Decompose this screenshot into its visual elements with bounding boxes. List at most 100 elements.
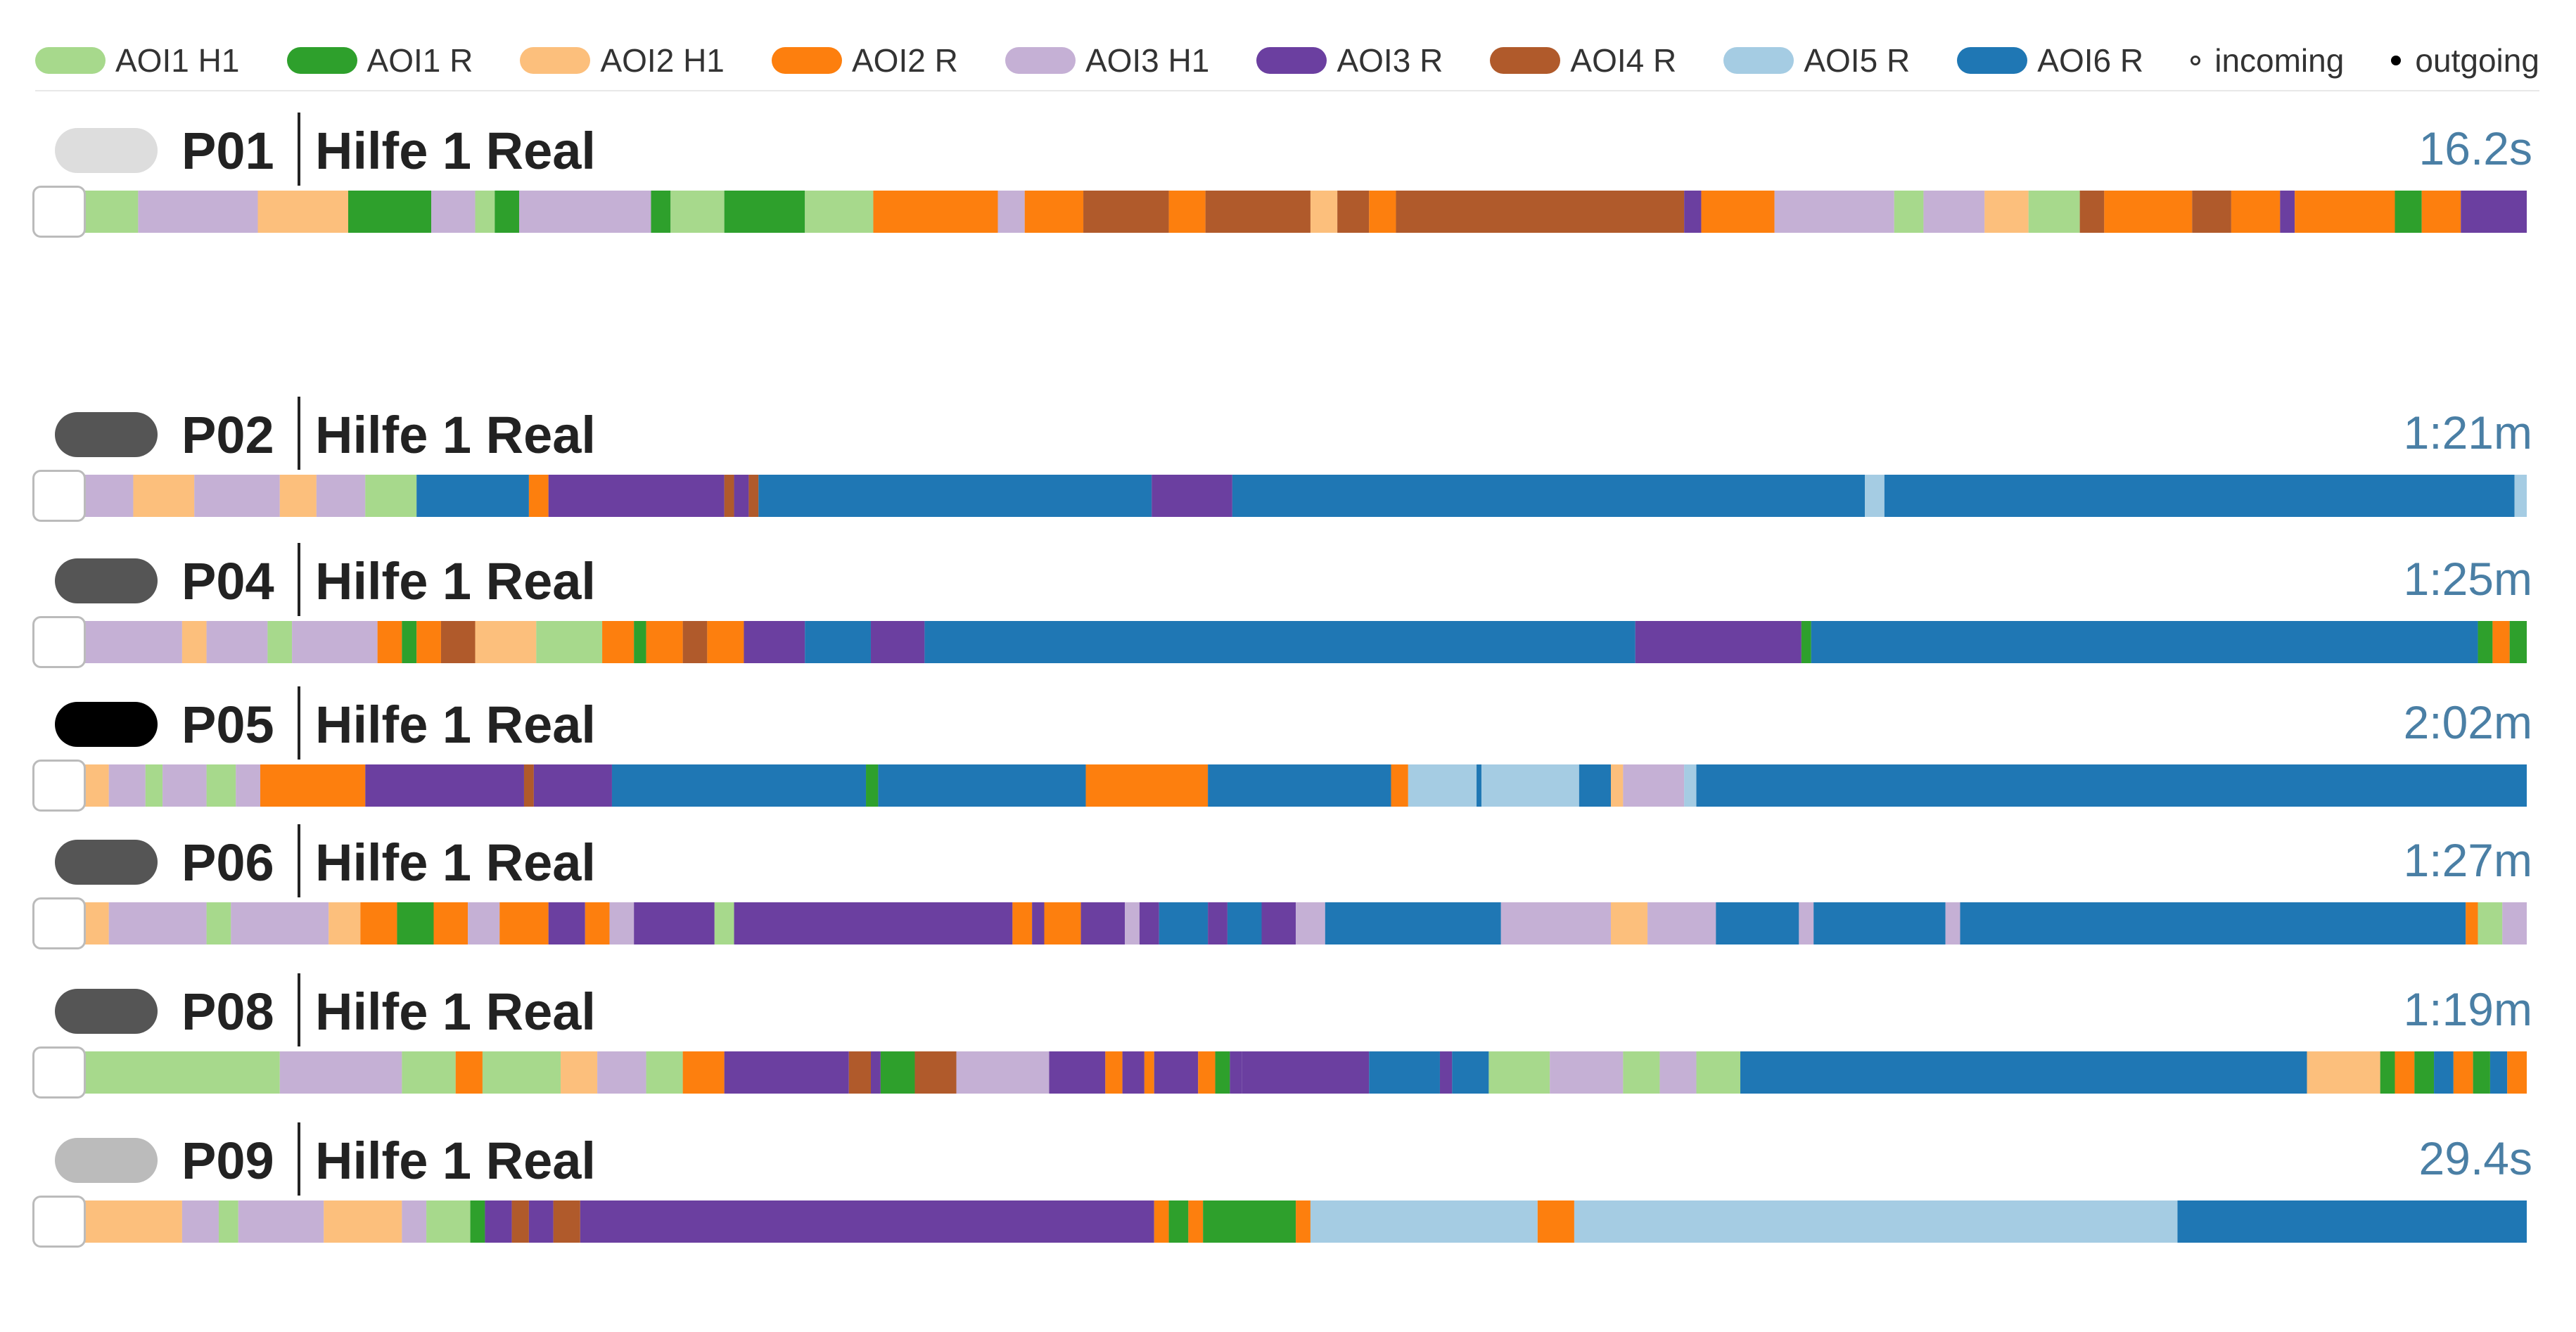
fixation-segment[interactable] bbox=[1391, 764, 1408, 807]
legend-item-aoi3-h1[interactable]: AOI3 H1 bbox=[1005, 41, 1209, 79]
fixation-segment[interactable] bbox=[1227, 902, 1262, 944]
scarf-track[interactable] bbox=[84, 475, 2527, 517]
fixation-segment[interactable] bbox=[2028, 191, 2080, 233]
fixation-segment[interactable] bbox=[1701, 191, 1775, 233]
fixation-segment[interactable] bbox=[707, 621, 744, 663]
fixation-segment[interactable] bbox=[1369, 1051, 1440, 1094]
fixation-segment[interactable] bbox=[416, 621, 441, 663]
fixation-segment[interactable] bbox=[870, 621, 925, 663]
fixation-segment[interactable] bbox=[914, 1051, 957, 1094]
fixation-segment[interactable] bbox=[2492, 621, 2510, 663]
fixation-segment[interactable] bbox=[292, 621, 378, 663]
fixation-segment[interactable] bbox=[873, 191, 998, 233]
fixation-segment[interactable] bbox=[724, 191, 805, 233]
fixation-segment[interactable] bbox=[475, 621, 537, 663]
fixation-segment[interactable] bbox=[431, 191, 476, 233]
fixation-segment[interactable] bbox=[365, 764, 524, 807]
timeline-row-p04[interactable]: P04 Hilfe 1 Real 1:25m bbox=[0, 540, 2576, 695]
legend-item-aoi3-r[interactable]: AOI3 R bbox=[1256, 41, 1443, 79]
fixation-segment[interactable] bbox=[597, 1051, 646, 1094]
legend-item-aoi6-r[interactable]: AOI6 R bbox=[1957, 41, 2143, 79]
scarf-track[interactable] bbox=[84, 1051, 2527, 1094]
fixation-segment[interactable] bbox=[1647, 902, 1716, 944]
fixation-segment[interactable] bbox=[2421, 191, 2461, 233]
fixation-segment[interactable] bbox=[1139, 902, 1159, 944]
fixation-segment[interactable] bbox=[1154, 1200, 1169, 1243]
fixation-segment[interactable] bbox=[585, 902, 610, 944]
fixation-segment[interactable] bbox=[260, 764, 366, 807]
fixation-segment[interactable] bbox=[1024, 191, 1084, 233]
fixation-segment[interactable] bbox=[1188, 1200, 1204, 1243]
fixation-segment[interactable] bbox=[523, 764, 534, 807]
fixation-segment[interactable] bbox=[1105, 1051, 1123, 1094]
fixation-segment[interactable] bbox=[468, 902, 500, 944]
fixation-segment[interactable] bbox=[426, 1200, 471, 1243]
scarf-track[interactable] bbox=[84, 764, 2527, 807]
fixation-segment[interactable] bbox=[533, 764, 612, 807]
fixation-segment[interactable] bbox=[2395, 191, 2422, 233]
fixation-segment[interactable] bbox=[2502, 902, 2527, 944]
fixation-segment[interactable] bbox=[475, 191, 495, 233]
fixation-segment[interactable] bbox=[2507, 1051, 2527, 1094]
fixation-segment[interactable] bbox=[84, 902, 109, 944]
legend-item-incoming[interactable]: incoming bbox=[2191, 41, 2344, 79]
fixation-segment[interactable] bbox=[2453, 1051, 2473, 1094]
fixation-segment[interactable] bbox=[2434, 1051, 2454, 1094]
fixation-segment[interactable] bbox=[108, 764, 146, 807]
fixation-segment[interactable] bbox=[1205, 191, 1311, 233]
fixation-segment[interactable] bbox=[1481, 764, 1579, 807]
fixation-segment[interactable] bbox=[1894, 191, 1924, 233]
fixation-segment[interactable] bbox=[1574, 1200, 2178, 1243]
fixation-segment[interactable] bbox=[108, 902, 207, 944]
fixation-segment[interactable] bbox=[634, 621, 646, 663]
fixation-segment[interactable] bbox=[1296, 902, 1325, 944]
fixation-segment[interactable] bbox=[536, 621, 603, 663]
fixation-segment[interactable] bbox=[1296, 1200, 1311, 1243]
fixation-segment[interactable] bbox=[470, 1200, 485, 1243]
fixation-segment[interactable] bbox=[1085, 764, 1209, 807]
fixation-segment[interactable] bbox=[1488, 1051, 1550, 1094]
fixation-segment[interactable] bbox=[416, 475, 529, 517]
row-select-checkbox[interactable] bbox=[32, 1196, 86, 1248]
fixation-segment[interactable] bbox=[279, 1051, 402, 1094]
fixation-segment[interactable] bbox=[1408, 764, 1477, 807]
fixation-segment[interactable] bbox=[1774, 191, 1894, 233]
fixation-segment[interactable] bbox=[866, 764, 879, 807]
fixation-segment[interactable] bbox=[1439, 1051, 1453, 1094]
fixation-segment[interactable] bbox=[734, 902, 1013, 944]
row-select-checkbox[interactable] bbox=[32, 616, 86, 668]
fixation-segment[interactable] bbox=[1696, 1051, 1741, 1094]
fixation-segment[interactable] bbox=[528, 1200, 554, 1243]
fixation-segment[interactable] bbox=[1154, 1051, 1199, 1094]
fixation-segment[interactable] bbox=[1168, 1200, 1189, 1243]
fixation-segment[interactable] bbox=[2104, 191, 2193, 233]
fixation-segment[interactable] bbox=[279, 475, 317, 517]
fixation-segment[interactable] bbox=[84, 621, 182, 663]
fixation-segment[interactable] bbox=[1799, 902, 1814, 944]
scarf-track[interactable] bbox=[84, 621, 2527, 663]
fixation-segment[interactable] bbox=[805, 191, 874, 233]
fixation-segment[interactable] bbox=[2509, 621, 2527, 663]
fixation-segment[interactable] bbox=[1203, 1200, 1296, 1243]
fixation-segment[interactable] bbox=[133, 475, 195, 517]
fixation-segment[interactable] bbox=[1579, 764, 1611, 807]
fixation-segment[interactable] bbox=[455, 1051, 483, 1094]
fixation-segment[interactable] bbox=[1168, 191, 1206, 233]
fixation-segment[interactable] bbox=[611, 764, 867, 807]
fixation-segment[interactable] bbox=[1232, 475, 1866, 517]
fixation-segment[interactable] bbox=[1813, 902, 1946, 944]
fixation-segment[interactable] bbox=[580, 1200, 1154, 1243]
fixation-segment[interactable] bbox=[145, 764, 163, 807]
fixation-segment[interactable] bbox=[324, 1200, 402, 1243]
fixation-segment[interactable] bbox=[206, 764, 236, 807]
fixation-segment[interactable] bbox=[1080, 902, 1126, 944]
fixation-segment[interactable] bbox=[734, 475, 749, 517]
fixation-segment[interactable] bbox=[1623, 1051, 1660, 1094]
fixation-segment[interactable] bbox=[1083, 191, 1169, 233]
fixation-segment[interactable] bbox=[1500, 902, 1611, 944]
fixation-segment[interactable] bbox=[1049, 1051, 1106, 1094]
fixation-segment[interactable] bbox=[365, 475, 417, 517]
fixation-segment[interactable] bbox=[1396, 191, 1685, 233]
fixation-segment[interactable] bbox=[548, 475, 725, 517]
row-select-checkbox[interactable] bbox=[32, 897, 86, 949]
